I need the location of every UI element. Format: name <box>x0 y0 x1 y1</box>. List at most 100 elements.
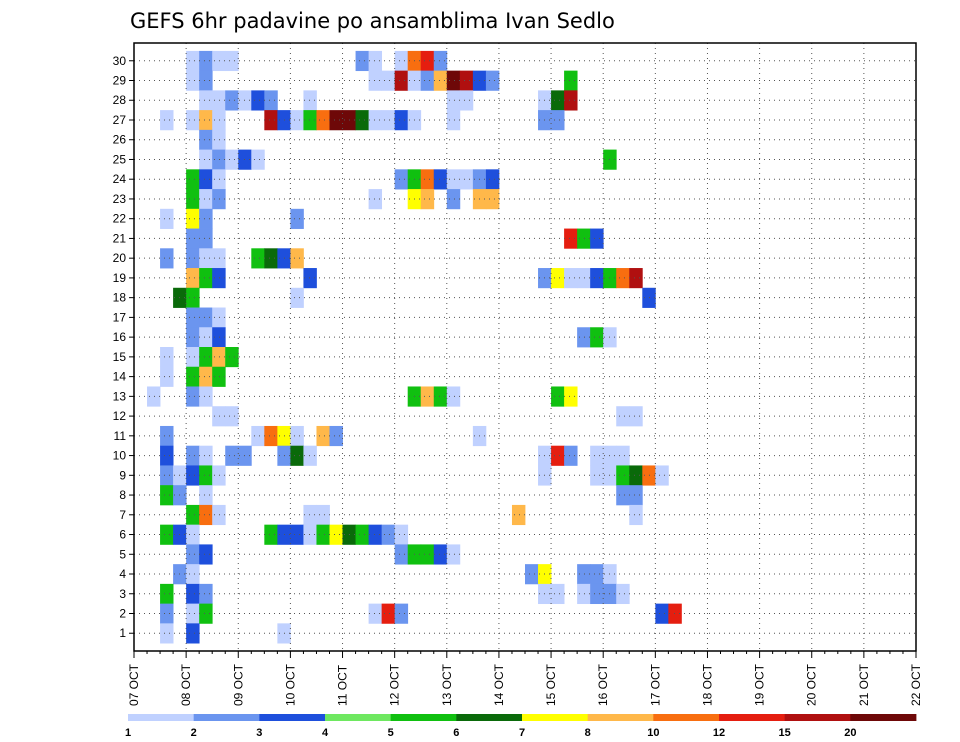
heatmap-cell <box>199 465 213 486</box>
x-tick-label: 20 OCT <box>805 663 819 706</box>
heatmap-cell <box>355 110 369 131</box>
heatmap-cell <box>212 465 226 486</box>
heatmap-cell <box>577 327 591 348</box>
heatmap-cell <box>577 268 591 289</box>
heatmap-cell <box>303 504 317 526</box>
heatmap-cell <box>160 583 174 605</box>
heatmap-cell <box>420 50 435 72</box>
heatmap-cell <box>186 70 200 91</box>
heatmap-cell <box>394 110 409 131</box>
heatmap-cell <box>264 110 278 131</box>
colorbar-swatch <box>587 714 654 721</box>
colorbar-legend: 1 2 3 4 5 6 7 8 10 12 15 20 <box>125 714 917 739</box>
heatmap-cell <box>616 445 630 466</box>
heatmap-cell <box>590 465 604 486</box>
heatmap-cell <box>199 248 213 269</box>
heatmap-cell <box>355 50 369 72</box>
heatmap-cell <box>420 70 435 91</box>
heatmap-cell <box>199 189 213 210</box>
heatmap-cell <box>564 445 578 466</box>
heatmap-cell <box>186 583 200 605</box>
heatmap-cell <box>290 208 304 229</box>
heatmap-cell <box>564 90 578 111</box>
heatmap-cell <box>199 70 213 91</box>
heatmap-cell <box>212 50 226 72</box>
heatmap-cell <box>394 70 409 91</box>
heatmap-cell <box>394 524 409 545</box>
heatmap-cell <box>160 603 174 624</box>
heatmap-cell <box>485 70 500 91</box>
heatmap-cell <box>251 425 265 447</box>
heatmap-cell <box>160 485 174 506</box>
colorbar-label: 5 <box>388 727 394 739</box>
heatmap-cell <box>186 287 200 308</box>
heatmap-cell <box>368 603 383 624</box>
heatmap-cell <box>485 169 500 190</box>
heatmap-cell <box>225 149 239 170</box>
heatmap-cell <box>160 110 174 131</box>
heatmap-cell <box>225 445 239 466</box>
heatmap-cell <box>160 524 174 545</box>
heatmap-cell <box>212 504 226 526</box>
heatmap-cell <box>420 544 435 565</box>
heatmap-cell <box>433 544 448 565</box>
heatmap-cell <box>394 169 409 190</box>
y-tick-label: 16 <box>113 330 127 344</box>
heatmap-cell <box>199 110 213 131</box>
heatmap-cell <box>212 366 226 387</box>
heatmap-cell <box>212 110 226 131</box>
heatmap-cell <box>420 189 435 210</box>
heatmap-cell <box>368 524 383 545</box>
heatmap-cell <box>212 189 226 210</box>
heatmap-cell <box>446 544 461 565</box>
heatmap-cell <box>251 248 265 269</box>
y-tick-label: 11 <box>114 429 127 443</box>
y-tick-label: 8 <box>119 488 126 502</box>
heatmap-cell <box>186 564 200 585</box>
y-tick-label: 3 <box>119 587 126 601</box>
heatmap-cell <box>551 386 565 407</box>
y-tick-label: 15 <box>113 350 127 364</box>
y-tick-label: 1 <box>119 626 126 640</box>
y-tick-label: 20 <box>113 251 127 265</box>
colorbar-label: 7 <box>519 727 525 739</box>
colorbar-label: 4 <box>322 727 329 739</box>
heatmap-cell <box>590 327 604 348</box>
heatmap-cell <box>212 169 226 190</box>
heatmap-cell <box>186 366 200 387</box>
heatmap-cell <box>199 268 213 289</box>
y-tick-label: 12 <box>113 409 127 423</box>
y-tick-label: 2 <box>119 606 126 620</box>
heatmap-cell <box>616 268 630 289</box>
heatmap-cell <box>290 524 304 545</box>
heatmap-cell <box>616 583 630 605</box>
heatmap-cell <box>160 445 174 466</box>
heatmap-cell <box>225 90 239 111</box>
heatmap-cell <box>394 50 409 72</box>
heatmap-cell <box>551 110 565 131</box>
heatmap-cell <box>459 90 474 111</box>
colorbar-swatch <box>784 714 851 721</box>
heatmap-cell <box>303 524 317 545</box>
heatmap-cell <box>225 50 239 72</box>
colorbar-swatch <box>719 714 786 721</box>
heatmap-cell <box>551 268 565 289</box>
x-tick-label: 16 OCT <box>596 663 610 706</box>
heatmap-cell <box>199 386 213 407</box>
heatmap-cell <box>186 189 200 210</box>
heatmap-cell <box>433 169 448 190</box>
heatmap-cell <box>186 228 200 249</box>
y-tick-label: 10 <box>113 449 127 463</box>
heatmap-cell <box>551 583 565 605</box>
y-tick-label: 22 <box>113 212 127 226</box>
heatmap-cell <box>186 544 200 565</box>
heatmap-cell <box>590 445 604 466</box>
heatmap-cell <box>303 110 317 131</box>
heatmap-cell <box>564 386 578 407</box>
heatmap-cell <box>616 485 630 506</box>
y-tick-label: 24 <box>113 172 127 186</box>
colorbar-swatch <box>390 714 457 721</box>
colorbar-swatch <box>653 714 720 721</box>
heatmap-cell <box>616 465 630 486</box>
heatmap-cell <box>303 90 317 111</box>
